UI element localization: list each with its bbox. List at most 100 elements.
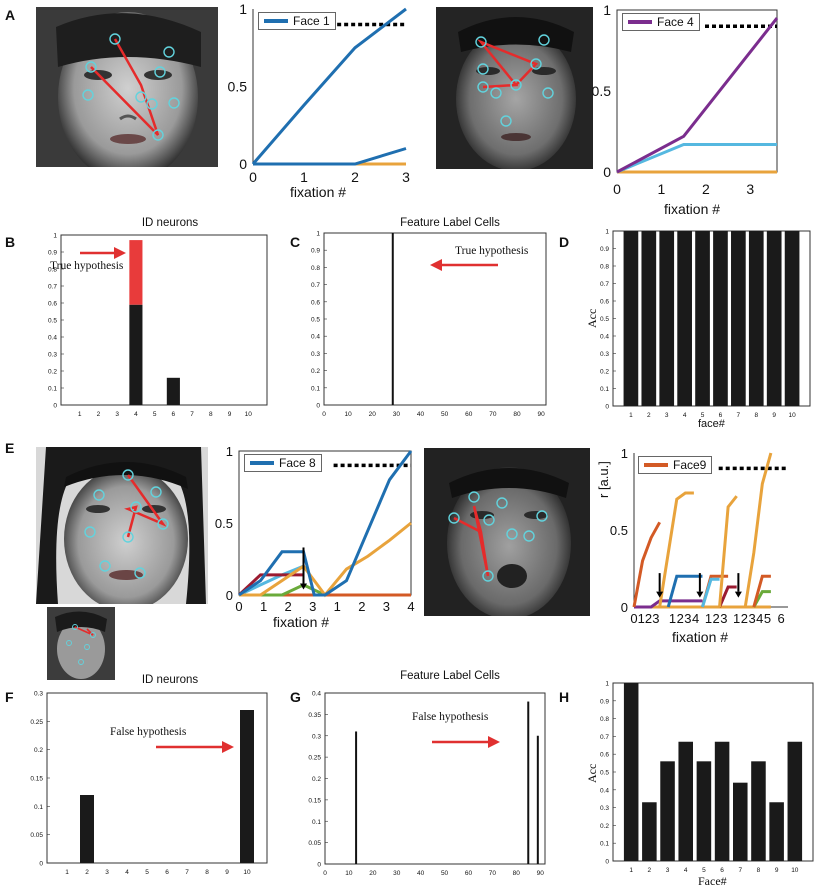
marker-arrow-head	[300, 583, 307, 590]
y-tick-label: 0.3	[600, 805, 609, 812]
x-tick-label: 30	[393, 870, 401, 877]
x-tick-label: 9	[228, 411, 232, 418]
y-tick-label: 1	[603, 2, 611, 18]
series-line	[238, 564, 305, 597]
x-tick-label: 9	[772, 412, 776, 419]
chart-svg-a1: 0 0.5 1 0 1 2 3	[228, 1, 411, 185]
face-image-4	[436, 7, 593, 169]
x-tick-label: 3	[115, 411, 119, 418]
y-tick-label: 0.1	[312, 819, 321, 826]
y-tick-label: 0.25	[308, 755, 321, 762]
legend-label: Face 1	[293, 14, 330, 28]
xlabel-h: Face#	[698, 874, 727, 888]
bar	[731, 231, 746, 406]
bar	[751, 761, 766, 861]
y-tick-label: 0.1	[311, 385, 320, 392]
x-tick-label: 60	[465, 870, 473, 877]
series-line	[238, 450, 413, 597]
y-tick-label: 0.5	[610, 523, 628, 538]
bar	[659, 231, 675, 406]
x-tick-label: 2	[97, 411, 101, 418]
bar	[623, 683, 639, 861]
x-tick-label: 50	[441, 870, 449, 877]
y-tick-label: 0	[603, 164, 611, 180]
y-tick-label: 0.9	[600, 698, 609, 705]
marker-arrow-head	[656, 591, 664, 598]
panel-label-g: G	[290, 689, 301, 705]
y-tick-label: 0.05	[30, 832, 43, 839]
bar	[713, 231, 728, 406]
x-tick-label: 7	[737, 412, 741, 419]
y-tick-label: 0.2	[48, 369, 57, 376]
x-tick-label: 3	[402, 169, 410, 185]
y-tick-label: 0.2	[34, 747, 43, 754]
legend-face1: Face 1	[258, 12, 336, 30]
series-line	[253, 147, 407, 166]
x-tick-label: 2	[358, 599, 365, 614]
y-tick-label: 0.6	[48, 301, 57, 308]
y-tick-label: 0.4	[312, 691, 321, 698]
y-tick-label: 0.3	[312, 733, 321, 740]
y-tick-label: 0.2	[312, 776, 321, 783]
bar	[678, 741, 693, 861]
y-tick-label: 0.3	[600, 351, 609, 358]
y-tick-label: 1	[621, 446, 628, 461]
y-tick-label: 0.15	[308, 797, 321, 804]
chart-svg-c: 00.10.20.30.40.50.60.70.80.910 10 20 30 40 50…	[311, 231, 547, 418]
y-tick-label: 0	[39, 861, 43, 868]
arrow-b	[80, 247, 126, 259]
x-tick-label: 1	[260, 599, 267, 614]
y-tick-label: 0.6	[600, 752, 609, 759]
y-tick-label: 0.7	[311, 282, 320, 289]
chart-face1-line: 0 0.5 1 0 1 2 3	[228, 1, 411, 185]
y-tick-label: 0.5	[600, 316, 609, 323]
x-tick-label: 4	[692, 611, 699, 626]
legend-label: Face9	[673, 458, 707, 472]
spike	[536, 735, 539, 864]
x-tick-label: 40	[417, 411, 425, 418]
y-tick-label: 0.9	[600, 246, 609, 253]
marker-arrow-head	[734, 591, 742, 598]
x-tick-label: 2	[741, 611, 748, 626]
y-tick-label: 0.3	[34, 691, 43, 698]
legend-swatch	[250, 461, 274, 465]
x-tick-label: 1	[334, 599, 341, 614]
x-tick-label: 6	[719, 412, 723, 419]
spike	[355, 731, 358, 864]
y-tick-label: 0.6	[311, 299, 320, 306]
x-tick-label: 7	[738, 867, 742, 874]
x-tick-label: 1	[629, 412, 633, 419]
x-tick-label: 4	[684, 867, 688, 874]
panel-label-d: D	[559, 234, 570, 250]
y-tick-label: 0.2	[600, 823, 609, 830]
y-tick-label: 1	[226, 444, 233, 459]
series-line	[616, 17, 779, 174]
face-thumbnail	[47, 607, 115, 680]
x-tick-label: 3	[720, 611, 727, 626]
y-tick-label: 0.7	[600, 281, 609, 288]
x-tick-label: 3	[666, 867, 670, 874]
chart-feature-cells-true: 0 0.1 0.2 0.3 0.4 0.5 0.6 0.7 0.8 0.9 1 0 10 20 30 40 50…	[311, 231, 547, 418]
y-tick-label: 0.4	[48, 335, 57, 342]
x-tick-label: 60	[465, 411, 473, 418]
panel-label-e: E	[5, 440, 15, 456]
x-tick-label: 2	[285, 599, 292, 614]
bar	[623, 231, 639, 406]
x-tick-label: 2	[645, 611, 652, 626]
y-tick-label: 0.4	[600, 334, 609, 341]
x-tick-label: 2	[677, 611, 684, 626]
face-image-1	[36, 7, 218, 167]
x-tick-label: 0	[249, 169, 257, 185]
bar	[129, 304, 143, 405]
x-tick-label: 5	[145, 869, 149, 876]
x-tick-label: 8	[757, 867, 761, 874]
legend-face8: Face 8	[244, 454, 322, 472]
x-tick-label: 8	[754, 412, 758, 419]
bar	[240, 710, 254, 863]
x-tick-label: 1	[65, 869, 69, 876]
x-tick-label: 9	[775, 867, 779, 874]
y-tick-label: 0	[605, 859, 609, 866]
x-tick-label: 3	[105, 869, 109, 876]
y-tick-label: 0.5	[48, 318, 57, 325]
face-image-8	[36, 447, 208, 604]
